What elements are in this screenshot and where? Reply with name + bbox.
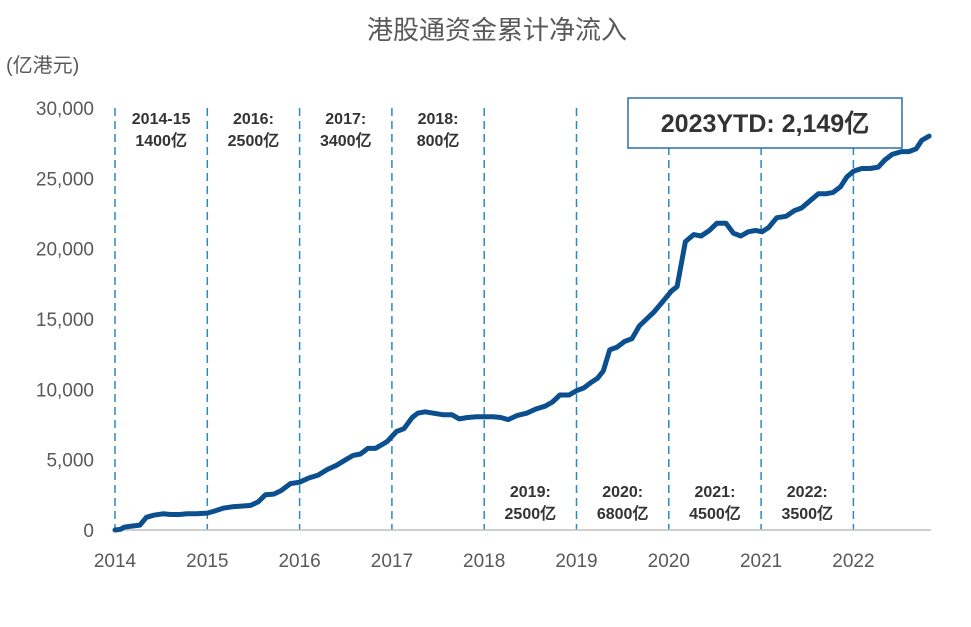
annotation-text: 3500亿: [781, 504, 833, 523]
ytd-callout-text: 2023YTD: 2,149亿: [661, 110, 869, 138]
chart-title: 港股通资金累计净流入: [367, 15, 627, 45]
year-divider-lines: [114, 108, 855, 530]
x-tick-label: 2021: [740, 551, 782, 572]
annotation-text: 1400亿: [135, 131, 187, 150]
y-tick-label: 10,000: [36, 380, 94, 401]
y-tick-label: 15,000: [36, 310, 94, 331]
annotation: 2016: 2500亿: [228, 111, 280, 150]
x-tick-label: 2022: [832, 551, 874, 572]
annotation-text: 3400亿: [320, 131, 372, 150]
annotation-text: 2022:: [787, 484, 828, 501]
annotation-text: 800亿: [417, 131, 460, 150]
x-tick-label: 2016: [278, 551, 320, 572]
annotation-text: 2021:: [694, 484, 735, 501]
annotation-text: 2018:: [418, 111, 459, 128]
annotation-text: 2020:: [602, 484, 643, 501]
x-axis-ticks: 2014 2015 2016 2017 2018 2019 2020 2021 2022: [94, 551, 875, 572]
y-tick-label: 20,000: [36, 240, 94, 261]
annotation-text: 2500亿: [505, 504, 557, 523]
x-tick-label: 2017: [371, 551, 413, 572]
annotation-text: 2500亿: [228, 131, 280, 150]
y-axis-unit-label: (亿港元): [6, 54, 79, 77]
annotation-text: 4500亿: [689, 504, 741, 523]
annotation-text: 2014-15: [132, 111, 191, 128]
annotation: 2019: 2500亿: [505, 484, 557, 523]
annotation: 2020: 6800亿: [597, 484, 649, 523]
x-tick-label: 2019: [555, 551, 597, 572]
x-tick-label: 2014: [94, 551, 137, 572]
x-tick-label: 2020: [648, 551, 690, 572]
x-tick-label: 2018: [463, 551, 505, 572]
annotation-text: 2017:: [325, 111, 366, 128]
cumulative-inflow-line: [112, 133, 932, 533]
annotation-text: 2019:: [510, 484, 551, 501]
y-tick-label: 30,000: [36, 99, 94, 120]
annotation: 2021: 4500亿: [689, 484, 741, 523]
ytd-callout-box: [627, 97, 903, 149]
annotation: 2014-15 1400亿: [132, 111, 191, 150]
x-tick-label: 2015: [186, 551, 228, 572]
y-axis-ticks: 0 5,000 10,000 15,000 20,000 25,000 30,000: [36, 99, 94, 542]
annotation: 2018: 800亿: [417, 111, 460, 150]
annotation: 2022: 3500亿: [781, 484, 833, 523]
y-tick-label: 25,000: [36, 169, 94, 190]
annotation-text: 6800亿: [597, 504, 649, 523]
y-tick-label: 0: [83, 521, 94, 542]
annotation: 2017: 3400亿: [320, 111, 372, 150]
ytd-callout: 2023YTD: 2,149亿: [627, 97, 903, 149]
annotation-text: 2016:: [233, 111, 274, 128]
y-tick-label: 5,000: [46, 451, 94, 472]
yearly-flow-annotations: 2014-15 1400亿 2016: 2500亿 2017: 3400亿 2018: 800…: [132, 111, 833, 523]
